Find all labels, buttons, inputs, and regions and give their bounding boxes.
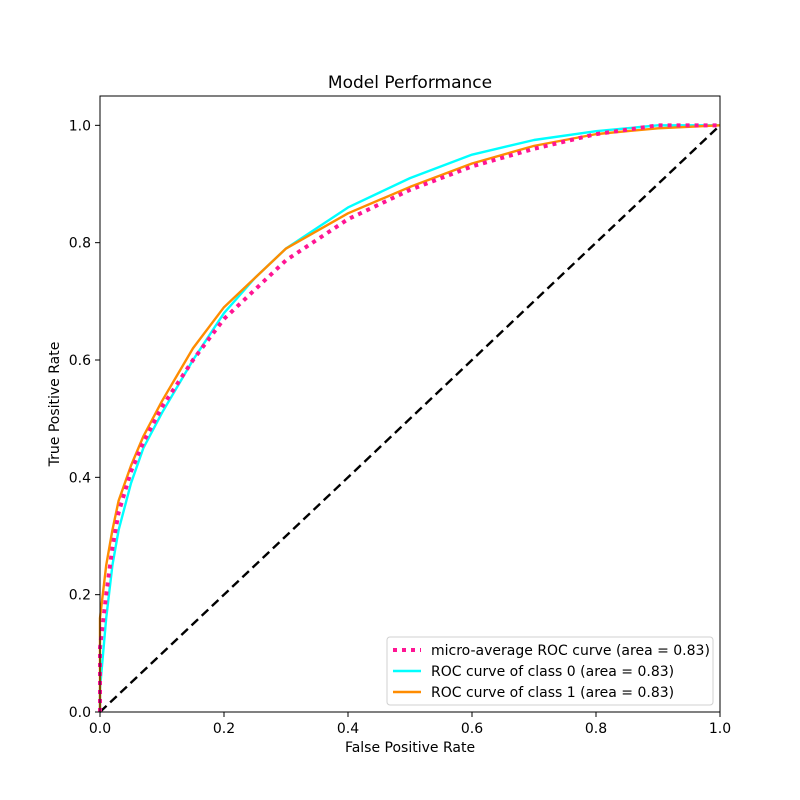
legend-label-micro-average: micro-average ROC curve (area = 0.83) [431, 643, 710, 659]
y-axis-label: True Positive Rate [47, 342, 63, 468]
series-line-class-1 [98, 124, 721, 712]
x-tick-label: 0.8 [585, 721, 607, 737]
y-tick-label: 0.2 [69, 588, 91, 604]
chart-title: Model Performance [328, 73, 492, 93]
x-tick-label: 1.0 [709, 721, 731, 737]
legend-label-class-1: ROC curve of class 1 (area = 0.83) [431, 685, 674, 701]
legend-label-class-0: ROC curve of class 0 (area = 0.83) [431, 664, 674, 680]
axes-frame [99, 95, 721, 713]
x-axis-label: False Positive Rate [345, 740, 475, 756]
x-tick-label: 0.2 [213, 721, 235, 737]
chance-diagonal-line [99, 124, 721, 713]
x-tick-label: 0.6 [461, 721, 483, 737]
y-tick-label: 0.4 [69, 470, 91, 486]
plot-area [98, 123, 721, 713]
legend-box [386, 636, 714, 706]
y-tick-label: 0.8 [69, 236, 91, 252]
x-tick-label: 0.4 [337, 721, 359, 737]
axis-ticks: 0.0 0.2 0.4 0.6 0.8 1.0 0.0 0.2 0.4 0.6 0.8 1.0 [69, 118, 731, 737]
legend: micro-average ROC curve (area = 0.83) RO… [386, 636, 714, 706]
x-tick-label: 0.0 [89, 721, 111, 737]
y-tick-label: 0.0 [69, 705, 91, 721]
series-line-micro-average [98, 123, 720, 712]
y-tick-label: 0.6 [69, 353, 91, 369]
series-line-class-0 [98, 124, 720, 712]
y-tick-label: 1.0 [69, 118, 91, 134]
